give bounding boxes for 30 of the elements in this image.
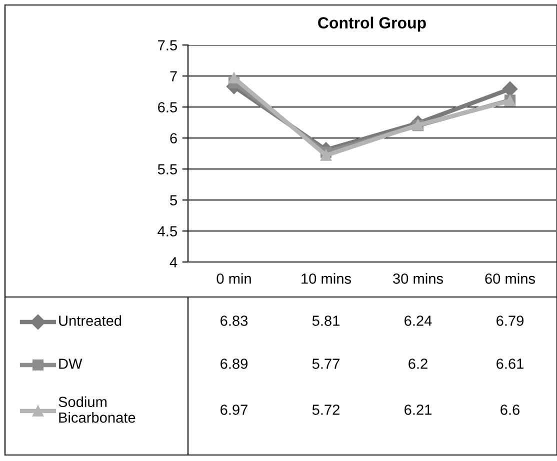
- data-label: 6.83: [220, 316, 248, 326]
- x-tick-label: 60 mins: [485, 273, 536, 284]
- data-label: 5.77: [312, 358, 340, 369]
- y-tick-label: 6: [170, 133, 177, 144]
- y-tick-label: 7: [170, 71, 177, 82]
- data-label: 6.89: [220, 358, 248, 369]
- point: [502, 81, 518, 97]
- legend-label: Sodium Bicarbonate: [58, 396, 136, 423]
- x-tick-label: 30 mins: [393, 273, 444, 284]
- legend-label: DW: [59, 358, 82, 369]
- data-label: 5.81: [312, 316, 340, 326]
- data-label: 6.97: [220, 404, 248, 415]
- x-tick-label: 0 min: [216, 273, 251, 284]
- y-tick-label: 7.5: [158, 40, 177, 50]
- data-label: 6.24: [404, 316, 432, 326]
- legend-label: Untreated: [59, 315, 122, 326]
- data-label: 6.79: [496, 316, 524, 326]
- x-tick-label: 10 mins: [302, 273, 352, 284]
- data-label: 6.21: [404, 404, 432, 415]
- y-tick-label: 5: [170, 195, 177, 206]
- data-label: 6.2: [408, 358, 428, 369]
- y-tick-label: 5.5: [158, 164, 177, 174]
- data-label: 6.61: [496, 358, 524, 369]
- data-label: 5.72: [312, 404, 340, 415]
- chart-title: Control Group: [318, 16, 426, 32]
- y-tick-label: 6.5: [158, 102, 177, 112]
- y-tick-label: 4: [170, 257, 178, 268]
- point: [320, 150, 332, 161]
- data-label: 6.6: [500, 404, 520, 415]
- y-tick-label: 4.5: [158, 226, 177, 236]
